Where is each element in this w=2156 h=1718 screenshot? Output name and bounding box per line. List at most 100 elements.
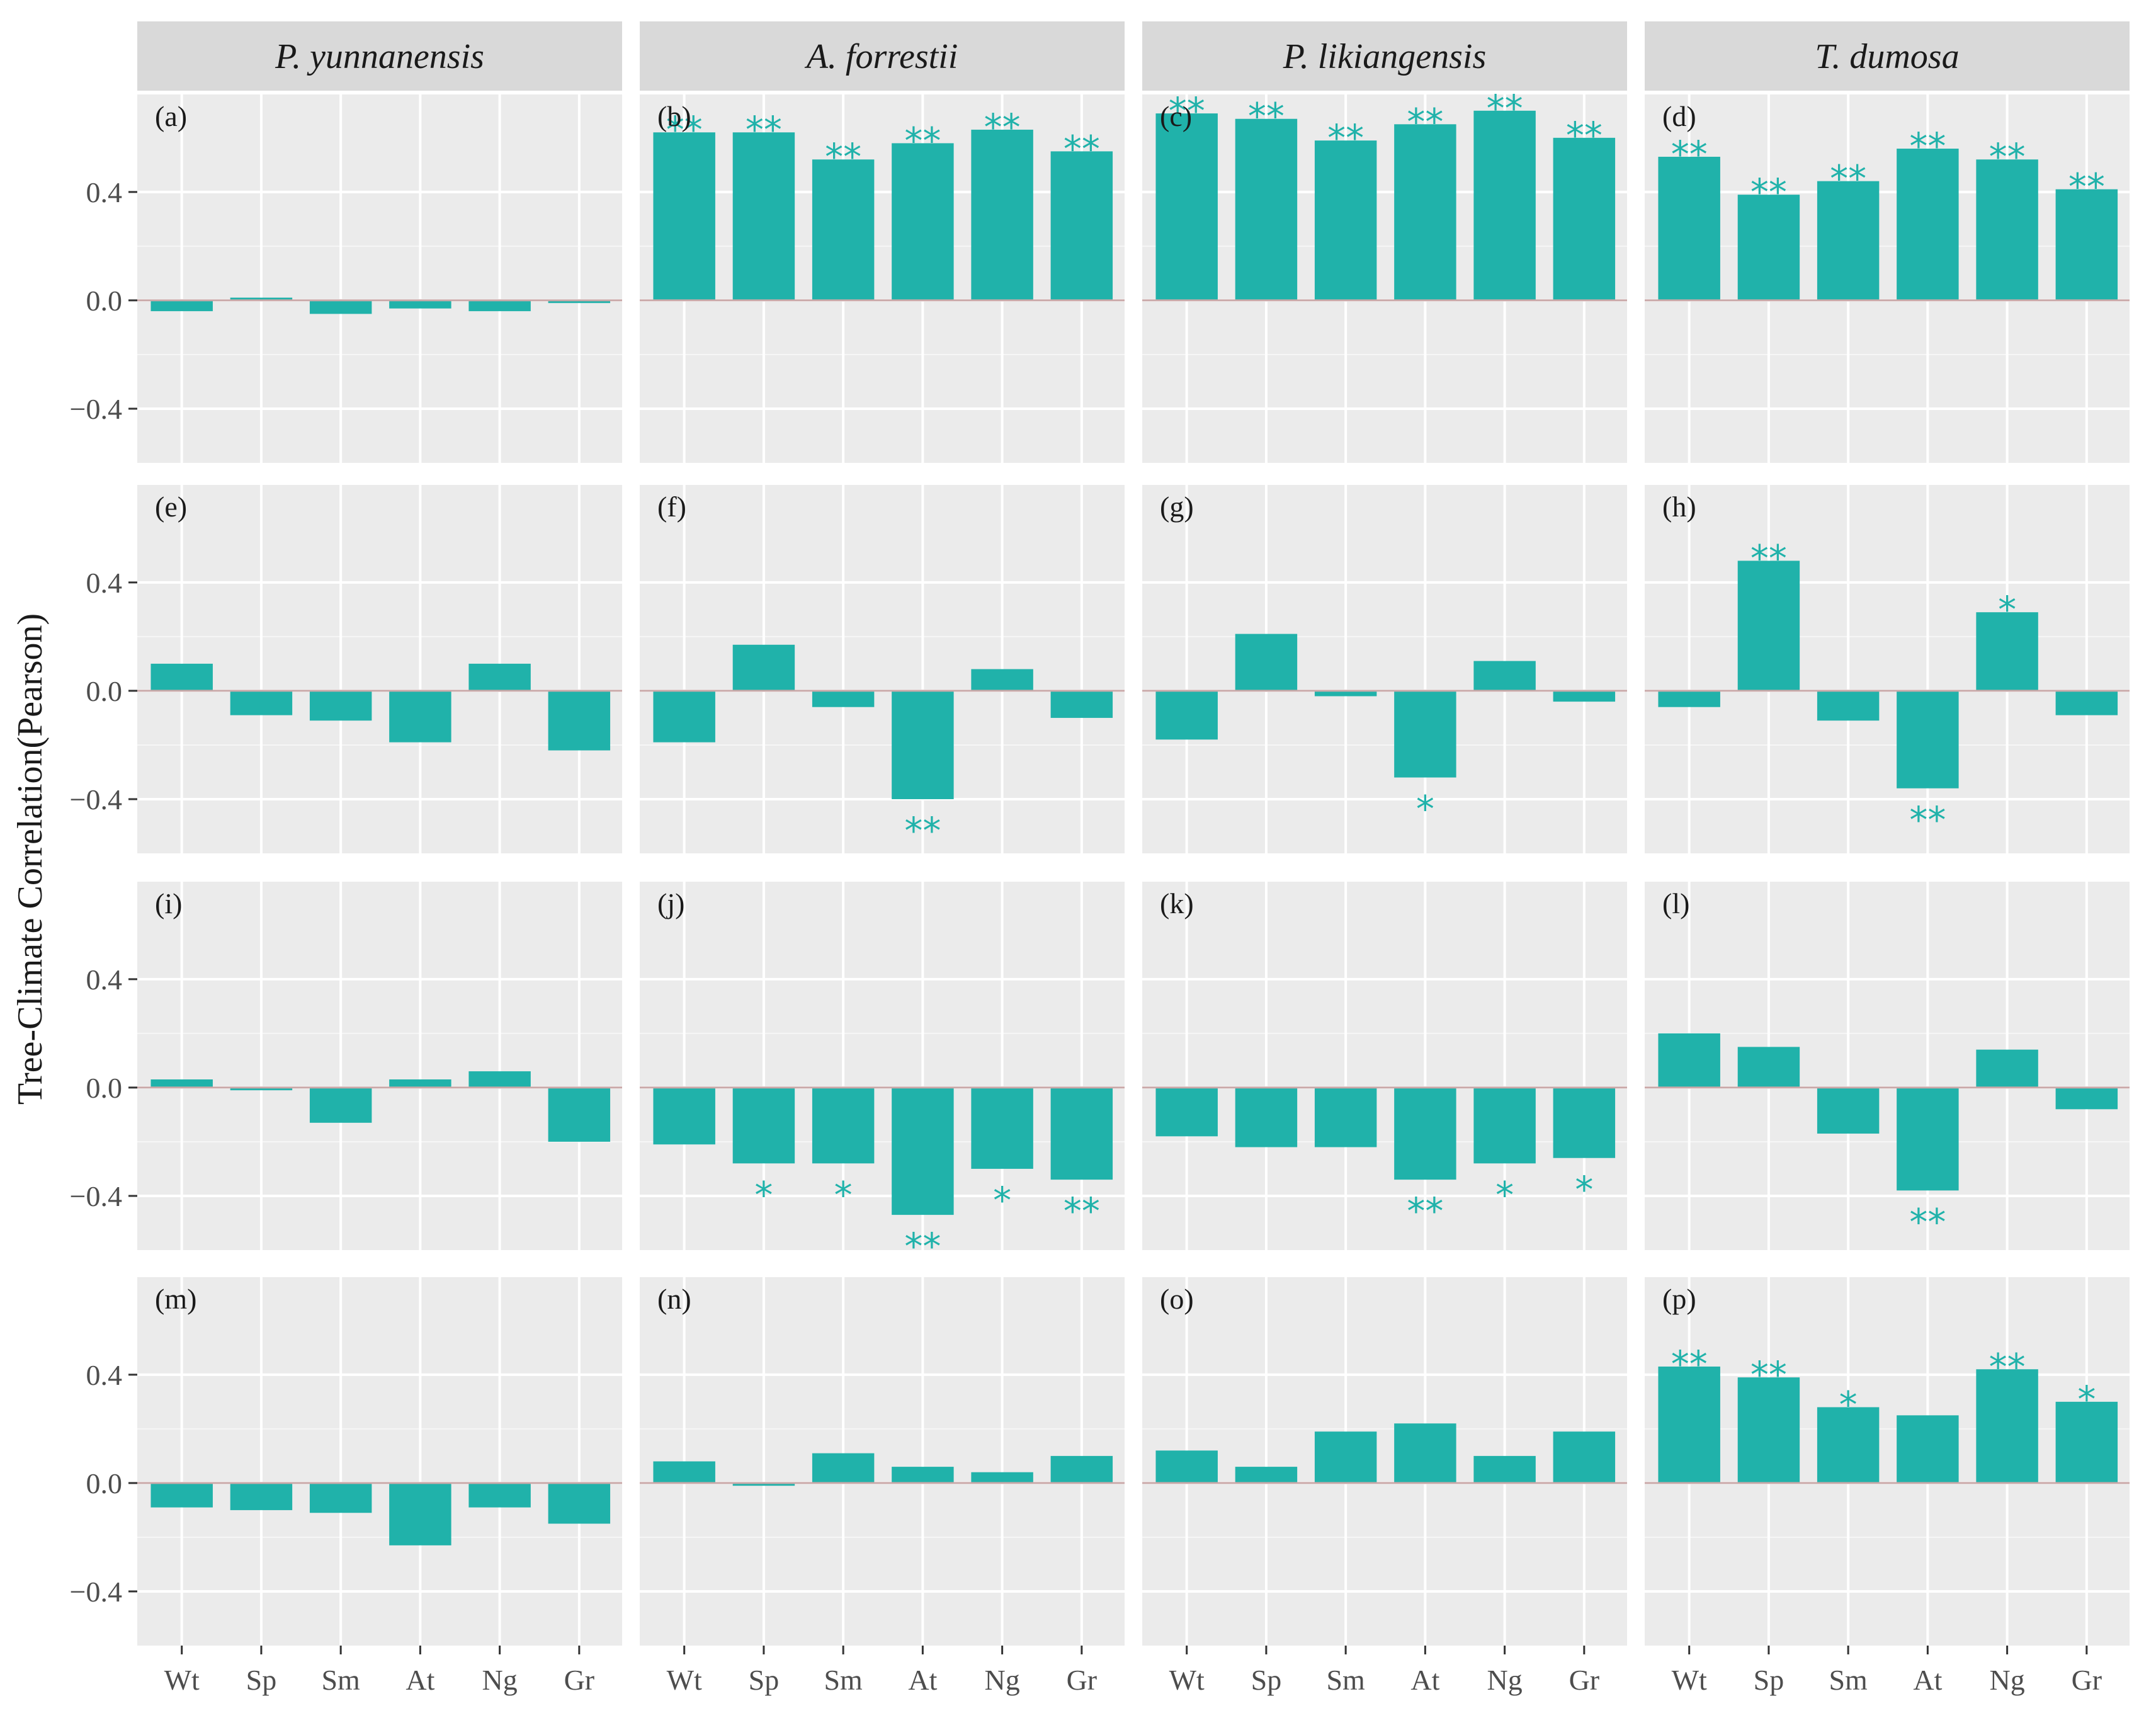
bar <box>309 690 372 721</box>
x-tick-label: Wt <box>164 1664 200 1696</box>
significance-marker: ** <box>1750 171 1787 213</box>
significance-marker: ** <box>904 1225 941 1268</box>
y-tick-label: 0.4 <box>86 567 123 599</box>
facet-panel: (n) <box>640 1277 1125 1646</box>
bar <box>732 1087 795 1164</box>
x-axis: Wt Sp Sm At Ng Gr Wt Sp Sm At Ng Gr Wt Sp Sm At Ng Gr Wt Sp… <box>164 1646 2102 1696</box>
x-tick-label: Wt <box>1169 1664 1205 1696</box>
facet-panel: (m) <box>137 1277 622 1646</box>
bar <box>389 300 451 309</box>
bar <box>653 132 715 300</box>
panel-background <box>137 882 622 1250</box>
facet-panel: ** **** ** ****(c) <box>1142 87 1627 463</box>
significance-marker: ** <box>1989 1345 2026 1388</box>
bar <box>150 663 213 691</box>
significance-marker: ** <box>1750 1353 1787 1396</box>
panel-background <box>137 94 622 463</box>
y-tick-label: 0.4 <box>86 964 123 996</box>
bar <box>1897 1415 1959 1483</box>
x-tick-label: Gr <box>2072 1664 2102 1696</box>
bar <box>892 690 954 799</box>
significance-marker: ** <box>1407 1190 1443 1232</box>
panel-background <box>1142 1277 1627 1646</box>
bar <box>1658 690 1720 707</box>
significance-marker: ** <box>1566 114 1603 157</box>
bar <box>1473 661 1536 691</box>
bar <box>653 1087 715 1145</box>
bar <box>1155 1087 1218 1137</box>
bar <box>1235 118 1298 300</box>
panel-background <box>1645 882 2130 1250</box>
significance-marker: * <box>834 1173 853 1216</box>
y-axes: −0.4 0.0 0.4 −0.4 0.0 0.4 −0.4 0.0 0.4 −0.4 0.0 0.4 <box>70 176 137 1608</box>
panel-background <box>1142 94 1627 463</box>
significance-marker: ** <box>666 108 703 151</box>
panel-letter: (i) <box>155 887 182 919</box>
significance-marker: ** <box>1830 157 1866 200</box>
significance-marker: * <box>1495 1173 1514 1216</box>
strip-headers: P. yunnanensis A. forrestii P. likiangensi… <box>137 21 2130 91</box>
bar <box>1394 124 1456 300</box>
bar <box>812 159 875 300</box>
bar <box>1314 690 1377 697</box>
bar <box>468 1482 531 1508</box>
panel-letter: (l) <box>1662 887 1689 919</box>
x-tick-label: Sm <box>1326 1664 1365 1696</box>
x-tick-label: Sp <box>749 1664 780 1696</box>
species-strip-label: P. likiangensis <box>1283 37 1487 76</box>
bar <box>1050 690 1113 718</box>
facet-panel: ** (l) <box>1645 882 2130 1250</box>
panel-background <box>1645 94 2130 463</box>
panel-background <box>640 485 1125 853</box>
bar <box>1737 1047 1800 1088</box>
bar <box>309 1482 372 1513</box>
bar <box>1314 1087 1377 1147</box>
facet-panel: (a) <box>137 94 622 463</box>
panel-background <box>640 882 1125 1250</box>
bar <box>309 300 372 314</box>
bar <box>150 1482 213 1508</box>
bar <box>1235 634 1298 691</box>
facet-panel: * **** **(j) <box>640 882 1125 1268</box>
bar <box>1817 1407 1880 1483</box>
species-strip-label: A. forrestii <box>804 37 958 76</box>
bar <box>468 663 531 691</box>
x-tick-label: At <box>1913 1664 1942 1696</box>
bar <box>1553 690 1616 702</box>
bar <box>892 1467 954 1483</box>
bar <box>1817 1087 1880 1134</box>
species-strip-label: T. dumosa <box>1815 37 1959 76</box>
bar <box>892 1087 954 1215</box>
panel-letter: (d) <box>1662 100 1696 132</box>
y-tick-label: −0.4 <box>70 1180 122 1212</box>
panel-background <box>1645 1277 2130 1646</box>
panel-letter: (c) <box>1160 100 1192 132</box>
significance-marker: ** <box>1989 135 2026 178</box>
panel-background <box>640 1277 1125 1646</box>
bar <box>1235 1467 1298 1483</box>
facet-panel: ** * *(k) <box>1142 882 1627 1250</box>
panel-letter: (a) <box>155 100 187 132</box>
x-tick-label: Sm <box>1829 1664 1868 1696</box>
bar <box>1050 1087 1113 1180</box>
bar <box>548 1482 611 1524</box>
facet-panel: ** **** ** ****(b) <box>640 94 1125 463</box>
panel-background <box>1142 485 1627 853</box>
y-tick-label: 0.4 <box>86 1359 123 1391</box>
species-strip-label: P. yunnanensis <box>275 37 484 76</box>
bar <box>1394 1087 1456 1180</box>
significance-marker: * <box>1998 588 2016 631</box>
bar <box>1314 140 1377 300</box>
bar <box>1658 1366 1720 1483</box>
bar <box>732 132 795 300</box>
panel-letter: (m) <box>155 1283 196 1315</box>
bar <box>1976 612 2038 691</box>
bar <box>653 1461 715 1483</box>
significance-marker: ** <box>2068 166 2105 208</box>
bar <box>1553 137 1616 300</box>
bar <box>1050 1455 1113 1483</box>
panel-letter: (j) <box>657 887 684 919</box>
bar <box>548 690 611 751</box>
x-tick-label: Wt <box>1672 1664 1707 1696</box>
